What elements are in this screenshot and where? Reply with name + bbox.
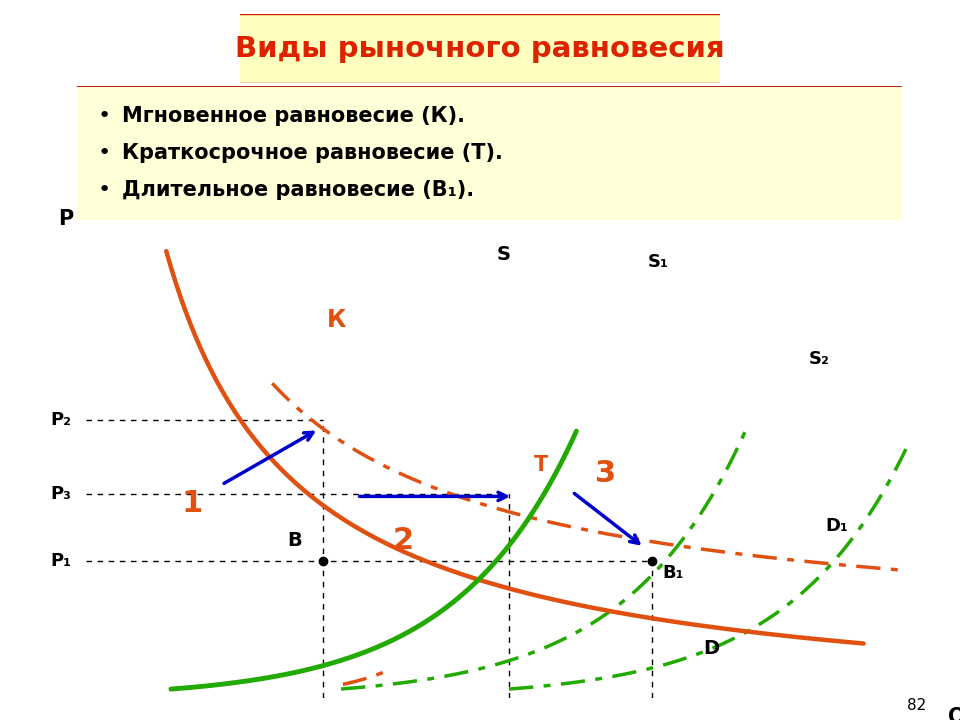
Text: 2: 2	[393, 526, 414, 555]
Text: •: •	[98, 143, 110, 163]
Text: •: •	[98, 180, 110, 200]
Text: P₁: P₁	[50, 552, 71, 570]
Text: К: К	[327, 308, 347, 332]
Text: 82: 82	[907, 698, 926, 713]
FancyBboxPatch shape	[68, 85, 911, 221]
Text: S: S	[496, 245, 510, 264]
Text: D: D	[703, 639, 719, 658]
Text: P₃: P₃	[50, 485, 71, 503]
Text: P₂: P₂	[50, 410, 71, 428]
Text: •: •	[98, 106, 110, 126]
Text: Виды рыночного равновесия: Виды рыночного равновесия	[235, 35, 725, 63]
Text: 1: 1	[181, 489, 203, 518]
Text: P: P	[58, 210, 73, 230]
Text: S₂: S₂	[808, 350, 829, 368]
Text: B₁: B₁	[662, 564, 684, 582]
Text: Краткосрочное равновесие (Т).: Краткосрочное равновесие (Т).	[122, 143, 503, 163]
Text: Длительное равновесие (В₁).: Длительное равновесие (В₁).	[122, 180, 474, 200]
Text: T: T	[534, 455, 548, 475]
FancyBboxPatch shape	[230, 13, 730, 84]
Text: D₁: D₁	[826, 517, 849, 535]
Text: Мгновенное равновесие (К).: Мгновенное равновесие (К).	[122, 106, 466, 126]
Text: S₁: S₁	[648, 253, 669, 271]
Text: Q: Q	[948, 707, 960, 720]
Text: B: B	[287, 531, 301, 550]
Text: 3: 3	[595, 459, 616, 487]
